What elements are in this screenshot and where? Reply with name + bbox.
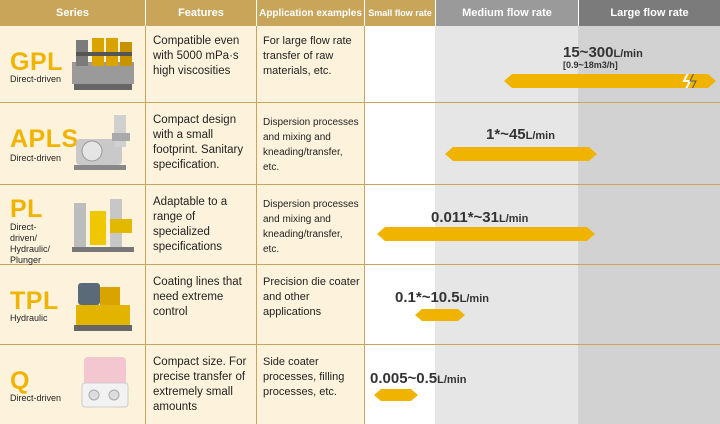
series-name: Q [10, 367, 30, 395]
application-text: Dispersion processes and mixing and knea… [263, 117, 359, 173]
flow-range-bar [415, 309, 465, 321]
table-row-tpl: TPL Hydraulic Coating lines that need ex… [0, 265, 720, 344]
flow-range-unit: L/min [525, 130, 555, 142]
row-divider [0, 264, 720, 265]
flow-range-unit: L/min [613, 48, 643, 60]
flow-range-bar [377, 227, 595, 241]
series-drive: Direct-driven/ Hydraulic/ Plunger [10, 222, 51, 265]
flow-range: 0.011*~31L/min [431, 210, 528, 225]
flow-range-value: 1*~45 [486, 126, 526, 143]
header-large-flow: Large flow rate [578, 0, 720, 26]
series-drive: Hydraulic [10, 313, 48, 323]
column-divider [145, 26, 146, 424]
pl-pump-image [72, 199, 134, 252]
flow-range-unit: L/min [499, 213, 529, 225]
gpl-pump-image [72, 38, 134, 90]
table-row-apls: APLS Direct-driven Compact design with a… [0, 103, 720, 184]
applications-column-bg [256, 26, 364, 424]
flow-range: 0.005~0.5L/min [370, 371, 467, 386]
row-divider [0, 102, 720, 103]
tpl-pump-image [74, 283, 132, 331]
series-name: PL [10, 195, 43, 223]
feature-text: Compact size. For precise transfer of ex… [153, 356, 247, 413]
flow-range: 15~300L/min [0.9~18m3/h] [563, 44, 643, 70]
column-divider [364, 26, 365, 424]
medium-flow-column-bg [435, 26, 578, 424]
series-drive: Direct-driven [10, 74, 62, 84]
series-name: APLS [10, 125, 79, 153]
flow-range-value: 15~300 [563, 44, 614, 61]
flow-range: 1*~45L/min [486, 127, 555, 142]
header-medium-flow: Medium flow rate [435, 0, 578, 26]
feature-text: Adaptable to a range of specialized spec… [153, 196, 228, 253]
row-divider [0, 184, 720, 185]
series-drive: Direct-driven [10, 393, 62, 403]
application-text: Dispersion processes and mixing and knea… [263, 199, 359, 255]
flow-range-m3h: [0.9~18m3/h] [563, 60, 618, 70]
table-row-pl: PL Direct-driven/ Hydraulic/ Plunger Ada… [0, 185, 720, 265]
application-text: For large flow rate transfer of raw mate… [263, 35, 352, 77]
flow-range-bar [374, 389, 418, 401]
apls-pump-image [74, 115, 130, 170]
flow-range-unit: L/min [459, 293, 489, 305]
flow-range-value: 0.011*~31 [431, 209, 499, 226]
flow-range-value: 0.1*~10.5 [395, 289, 460, 306]
header-applications: Application examples [256, 0, 364, 26]
q-pump-image [81, 357, 129, 408]
flow-range-unit: L/min [437, 374, 467, 386]
large-flow-column-bg [578, 26, 720, 424]
feature-text: Compact design with a small footprint. S… [153, 114, 244, 171]
features-column-bg [145, 26, 256, 424]
header-features: Features [145, 0, 256, 26]
header-small-flow: Small flow rate [364, 0, 435, 26]
flow-range: 0.1*~10.5L/min [395, 290, 489, 305]
flow-range-bar [504, 74, 716, 88]
header-series: Series [0, 0, 145, 26]
feature-text: Compatible even with 5000 mPa·s high vis… [153, 35, 240, 77]
application-text: Side coater processes, filling processes… [263, 356, 345, 398]
small-flow-column-bg [364, 26, 435, 424]
feature-text: Coating lines that need extreme control [153, 276, 242, 318]
table-row-q: Q Direct-driven Compact size. For precis… [0, 345, 720, 424]
column-divider [256, 26, 257, 424]
table-row-gpl: GPL Direct-driven Compatible even with 5… [0, 26, 720, 102]
flow-range-value: 0.005~0.5 [370, 370, 438, 387]
flow-range-bar [445, 147, 597, 161]
application-text: Precision die coater and other applicati… [263, 276, 360, 318]
series-drive: Direct-driven [10, 153, 62, 163]
series-name: GPL [10, 48, 63, 76]
series-name: TPL [10, 287, 59, 315]
row-divider [0, 344, 720, 345]
